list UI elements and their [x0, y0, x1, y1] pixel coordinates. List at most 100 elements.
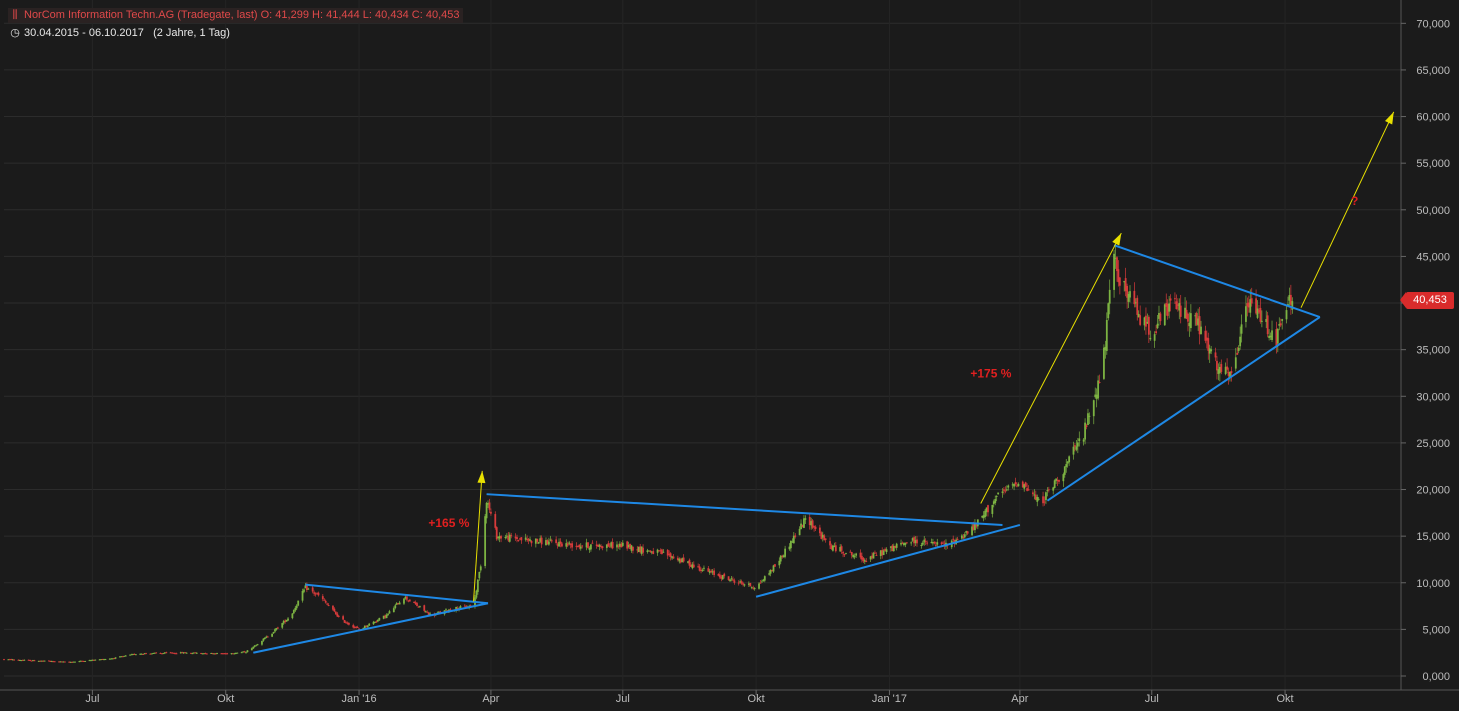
- candle-body: [516, 537, 518, 540]
- candle-body: [1017, 483, 1020, 487]
- candle-body: [555, 539, 558, 543]
- candle-body: [547, 541, 550, 545]
- candle-body: [600, 546, 602, 548]
- candle-body: [519, 538, 521, 540]
- candle-body: [905, 542, 908, 544]
- candle-body: [7, 659, 10, 661]
- candle-body: [830, 545, 833, 549]
- candle-body: [1055, 478, 1057, 482]
- candle-body: [191, 653, 194, 655]
- candle-body: [936, 542, 939, 545]
- candle-body: [261, 640, 263, 645]
- candle-body: [581, 545, 584, 547]
- candle-body: [171, 652, 174, 654]
- candle-body: [1204, 330, 1207, 341]
- candle-body: [982, 515, 985, 518]
- candle-body: [758, 583, 760, 589]
- candle-body: [885, 549, 888, 553]
- candle-body: [961, 535, 963, 539]
- candle-body: [1026, 488, 1029, 491]
- candle-body: [1062, 474, 1065, 482]
- candle-body: [272, 631, 275, 634]
- candle-body: [190, 652, 192, 654]
- candle-body: [863, 560, 866, 562]
- candle-body: [316, 593, 318, 595]
- candle-body: [123, 655, 126, 657]
- candle-body: [718, 574, 721, 578]
- candle-body: [881, 550, 884, 556]
- candle-body: [124, 655, 127, 657]
- candle-body: [295, 605, 298, 609]
- candle-body: [333, 608, 336, 612]
- candle-body: [201, 653, 204, 655]
- x-tick-label: Jan '17: [872, 693, 907, 705]
- candle-body: [1179, 305, 1182, 317]
- candle-body: [162, 653, 165, 655]
- period: (2 Jahre, 1 Tag): [153, 27, 230, 39]
- candle-body: [1036, 496, 1039, 502]
- candle-body: [358, 628, 360, 630]
- candle-body: [414, 602, 417, 605]
- candle-body: [42, 660, 45, 662]
- candle-body: [353, 627, 356, 629]
- candle-body: [1118, 277, 1121, 286]
- candle-body: [514, 536, 517, 539]
- candle-body: [769, 569, 772, 574]
- candle-body: [618, 543, 621, 547]
- candle-body: [991, 504, 994, 514]
- candle-body: [1005, 489, 1008, 491]
- candle-body: [100, 659, 102, 661]
- candle-body: [740, 581, 743, 584]
- candle-body: [172, 652, 175, 654]
- candle-body: [853, 556, 856, 558]
- candle-body: [1084, 422, 1086, 440]
- y-tick-label: 20,000: [1416, 485, 1450, 497]
- candle-body: [910, 542, 913, 544]
- candle-body: [804, 518, 807, 520]
- candle-body: [1175, 301, 1178, 310]
- candle-body: [579, 546, 582, 549]
- candle-body: [332, 605, 334, 610]
- candle-body: [337, 615, 340, 617]
- candle-body: [326, 603, 329, 605]
- candle-body: [49, 661, 52, 663]
- candle-body: [214, 653, 217, 655]
- candle-body: [717, 573, 720, 576]
- candle-body: [19, 659, 21, 661]
- candle-body: [1198, 316, 1201, 335]
- candle-body: [662, 551, 665, 553]
- candle-body: [1230, 371, 1233, 374]
- candle-body: [255, 645, 258, 647]
- candle-body: [479, 566, 482, 571]
- candle-body: [527, 538, 530, 541]
- high-label: H:: [312, 9, 324, 21]
- candle-body: [940, 542, 943, 545]
- candle-body: [53, 661, 56, 663]
- candle-body: [824, 538, 827, 540]
- candle-body: [245, 652, 247, 654]
- x-tick-label: Jul: [616, 693, 630, 705]
- candle-body: [8, 659, 11, 661]
- candle-body: [1271, 330, 1273, 340]
- candle-body: [739, 581, 742, 583]
- candle-body: [697, 566, 700, 568]
- candle-body: [181, 652, 184, 654]
- y-tick-label: 10,000: [1416, 578, 1450, 590]
- candle-body: [617, 545, 620, 547]
- y-tick-label: 0,000: [1422, 671, 1450, 683]
- candle-body: [820, 532, 823, 539]
- candle-body: [274, 629, 276, 632]
- candle-body: [763, 576, 766, 581]
- candle-body: [387, 613, 389, 615]
- candle-body: [859, 552, 862, 558]
- candle-body: [307, 588, 310, 590]
- candle-body: [88, 660, 91, 662]
- candle-body: [321, 596, 324, 600]
- candle-body: [1174, 298, 1176, 300]
- x-tick-label: Jan '16: [341, 693, 376, 705]
- candle-body: [568, 542, 571, 544]
- candle-body: [598, 544, 601, 547]
- candle-body: [1056, 479, 1059, 481]
